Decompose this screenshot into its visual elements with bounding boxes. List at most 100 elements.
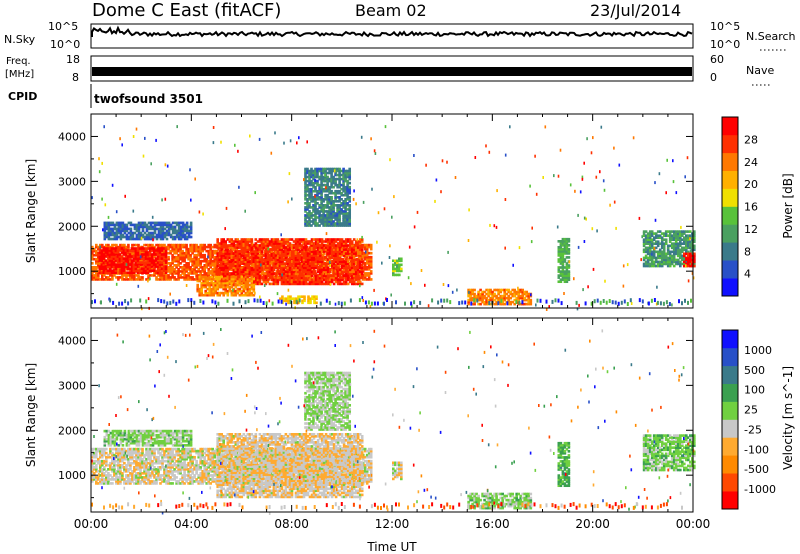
- echo-cell: [218, 285, 222, 289]
- echo-cell: [99, 243, 102, 247]
- echo-cell: [318, 270, 322, 274]
- echo-cell: [93, 266, 96, 269]
- echo-cell: [330, 266, 334, 270]
- echo-cell: [342, 218, 345, 221]
- echo-cell: [290, 272, 294, 276]
- echo-cell: [209, 262, 213, 265]
- echo-cell: [155, 223, 159, 227]
- echo-cell: [312, 276, 316, 280]
- echo-cell: [294, 254, 298, 257]
- echo-cell: [308, 212, 311, 215]
- echo-cell: [149, 223, 153, 227]
- echo-cell: [171, 266, 174, 269]
- echo-cell: [301, 295, 304, 299]
- echo-cell: [354, 258, 358, 262]
- echo-cell: [276, 246, 280, 249]
- echo-cell: [336, 280, 340, 284]
- echo-cell: [122, 263, 126, 266]
- echo-cell: [203, 257, 207, 261]
- echo-cell: [197, 259, 201, 263]
- echo-cell: [307, 297, 310, 301]
- echo-cell: [326, 171, 329, 175]
- echo-cell: [138, 271, 142, 275]
- echo-cell: [191, 257, 194, 261]
- echo-cell: [308, 254, 312, 257]
- echo-cell: [158, 253, 162, 256]
- echo-cell: [369, 247, 373, 251]
- echo-cell: [258, 270, 262, 274]
- echo-cell: [136, 261, 140, 264]
- echo-cell: [324, 206, 327, 209]
- echo-cell: [300, 250, 304, 253]
- echo-cell: [286, 260, 290, 264]
- echo-cell: [296, 256, 300, 260]
- echo-cell: [181, 225, 185, 229]
- echo-cell: [142, 269, 146, 273]
- echo-cell: [218, 293, 222, 297]
- echo-cell: [95, 262, 98, 265]
- echo-cell: [111, 229, 115, 233]
- echo-cell: [314, 266, 318, 270]
- echo-cell: [226, 254, 230, 257]
- echo-cell: [230, 266, 234, 270]
- echo-cell: [350, 282, 354, 286]
- echo-cell: [312, 173, 315, 177]
- echo-cell: [367, 274, 371, 277]
- echo-cell: [127, 247, 130, 251]
- echo-cell: [148, 247, 152, 250]
- echo-cell: [274, 266, 278, 270]
- echo-cell: [302, 264, 306, 268]
- echo-cell: [320, 244, 324, 247]
- echo-cell: [322, 204, 325, 207]
- echo-cell: [120, 249, 124, 252]
- echo-cell: [306, 252, 310, 255]
- echo-cell: [352, 262, 356, 266]
- echo-cell: [109, 245, 112, 249]
- echo-cell: [318, 262, 322, 266]
- echo-cell: [258, 254, 262, 257]
- echo-cell: [344, 278, 348, 282]
- echo-cell: [214, 287, 218, 291]
- echo-cell: [152, 251, 156, 254]
- echo-cell: [287, 301, 290, 305]
- echo-cell: [332, 222, 335, 225]
- echo-cell: [312, 208, 315, 211]
- echo-cell: [334, 248, 338, 251]
- echo-cell: [322, 224, 325, 227]
- echo-cell: [173, 259, 176, 263]
- echo-cell: [268, 282, 272, 286]
- echo-cell: [363, 245, 367, 249]
- echo-cell: [165, 274, 168, 277]
- echo-cell: [338, 208, 341, 211]
- echo-cell: [116, 257, 120, 260]
- echo-cell: [124, 257, 128, 260]
- echo-cell: [316, 276, 320, 280]
- echo-cell: [148, 253, 152, 256]
- echo-cell: [320, 264, 324, 268]
- echo-cell: [246, 293, 250, 297]
- echo-cell: [274, 240, 278, 243]
- echo-cell: [348, 173, 352, 177]
- echo-cell: [157, 235, 161, 239]
- echo-cell: [152, 263, 156, 266]
- echo-cell: [326, 248, 330, 251]
- echo-cell: [314, 212, 317, 215]
- echo-cell: [216, 293, 220, 297]
- echo-cell: [348, 244, 352, 247]
- echo-cell: [332, 185, 335, 189]
- echo-cell: [278, 260, 282, 264]
- echo-cell: [346, 240, 350, 243]
- echo-cell: [306, 171, 309, 175]
- echo-cell: [148, 261, 152, 264]
- echo-cell: [328, 206, 331, 209]
- echo-cell: [183, 237, 187, 241]
- echo-cell: [222, 279, 226, 283]
- echo-cell: [342, 244, 346, 247]
- echo-cell: [177, 257, 180, 261]
- echo-cell: [224, 250, 228, 253]
- echo-cell: [334, 238, 338, 241]
- echo-cell: [343, 249, 347, 253]
- echo-cell: [114, 253, 118, 256]
- echo-cell: [309, 299, 312, 303]
- echo-cell: [314, 278, 318, 282]
